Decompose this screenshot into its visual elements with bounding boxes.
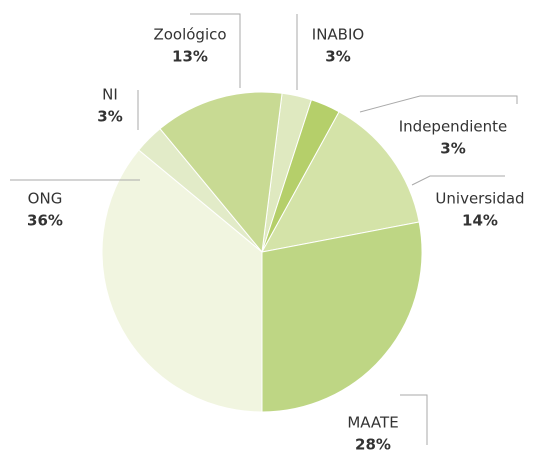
slice-label: MAATE (347, 414, 398, 432)
slice-label: Zoológico (153, 26, 226, 44)
slice-label: INABIO (312, 26, 364, 44)
leader-line (190, 13, 241, 88)
pie-slice (159, 91, 283, 254)
slice-label: ONG (28, 190, 63, 208)
slice-value: 3% (440, 140, 465, 158)
slice-label: NI (102, 86, 118, 104)
slice-value: 36% (27, 212, 63, 230)
pie-slice (261, 111, 420, 253)
leader-line (359, 95, 518, 113)
pie-slice (261, 221, 423, 413)
slice-value: 28% (355, 436, 391, 452)
slice-value: 3% (325, 48, 350, 66)
leader-line (400, 394, 428, 445)
leader-line (411, 175, 505, 186)
slice-value: 13% (172, 48, 208, 66)
slice-label: Universidad (435, 190, 524, 208)
slice-value: 14% (462, 212, 498, 230)
slice-label: Independiente (399, 118, 507, 136)
slice-value: 3% (97, 108, 122, 126)
pie-slice (101, 149, 263, 413)
